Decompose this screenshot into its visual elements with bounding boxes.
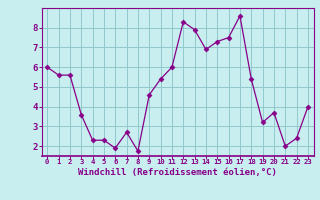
X-axis label: Windchill (Refroidissement éolien,°C): Windchill (Refroidissement éolien,°C): [78, 168, 277, 177]
